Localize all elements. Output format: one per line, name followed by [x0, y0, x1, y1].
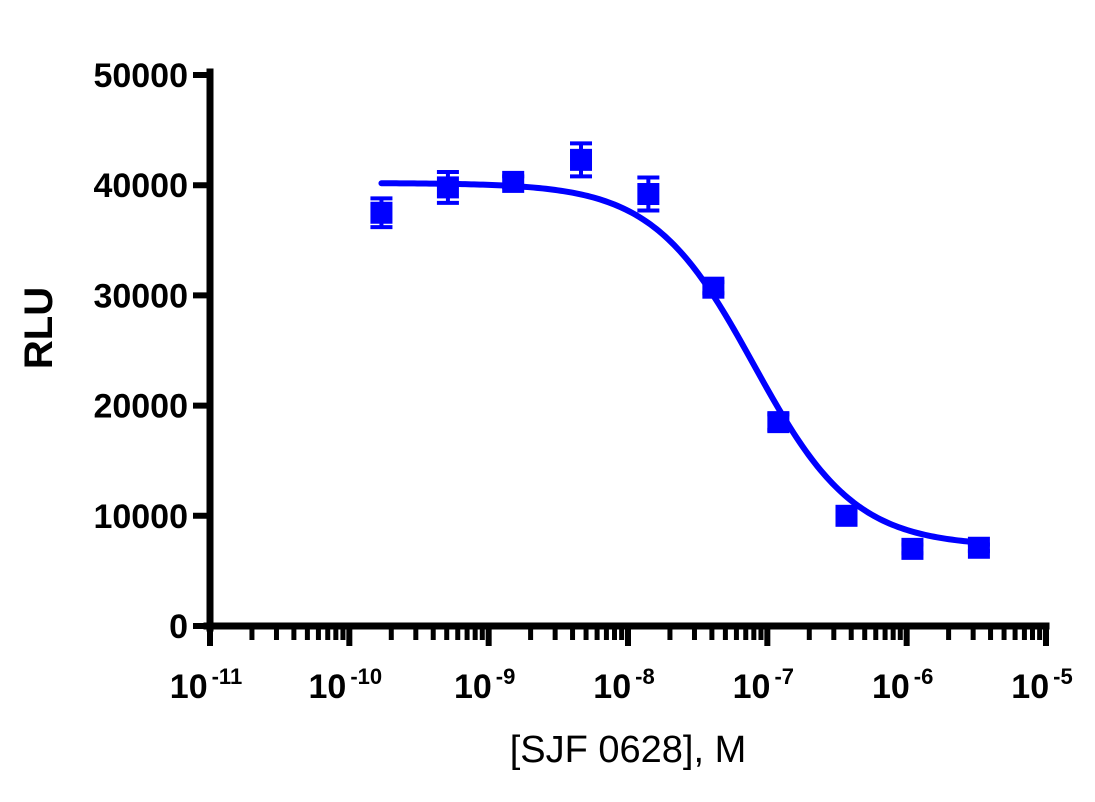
y-ticks: 0 10000 20000 30000 40000 50000: [93, 57, 210, 646]
x-tick-label: 10 -7: [733, 664, 794, 706]
x-tick-label: 10 -10: [309, 664, 383, 706]
x-axis-title: [SJF 0628], M: [510, 729, 747, 771]
data-point: [702, 276, 725, 299]
x-ticks: 10 -11 10 -10 10 -9 10 -8 10 -7 10 -6 10 -5: [170, 626, 1073, 706]
data-point: [637, 183, 660, 206]
x-tick-label: 10 -8: [593, 664, 654, 706]
data-point: [370, 201, 393, 224]
data-point: [436, 176, 459, 199]
x-tick-label: 10 -6: [872, 664, 933, 706]
y-tick-label: 50000: [93, 57, 188, 95]
x-tick-label: 10 -11: [170, 664, 242, 706]
data-point: [967, 536, 990, 559]
x-tick-label: 10 -5: [1011, 664, 1072, 706]
data-point: [570, 148, 593, 171]
x-tick-label: 10 -9: [454, 664, 515, 706]
data-point: [767, 411, 790, 434]
fit-curve: [378, 180, 982, 546]
y-tick-label: 20000: [93, 388, 188, 426]
error-bars: [370, 141, 990, 556]
y-tick-label: 0: [169, 608, 188, 646]
data-point: [901, 537, 924, 560]
data-point: [502, 170, 525, 193]
data-markers: [370, 148, 990, 560]
data-point: [835, 504, 858, 527]
y-axis-title: RLU: [17, 287, 61, 369]
y-tick-label: 40000: [93, 167, 188, 205]
y-tick-label: 30000: [93, 277, 188, 315]
y-tick-label: 10000: [93, 498, 188, 536]
